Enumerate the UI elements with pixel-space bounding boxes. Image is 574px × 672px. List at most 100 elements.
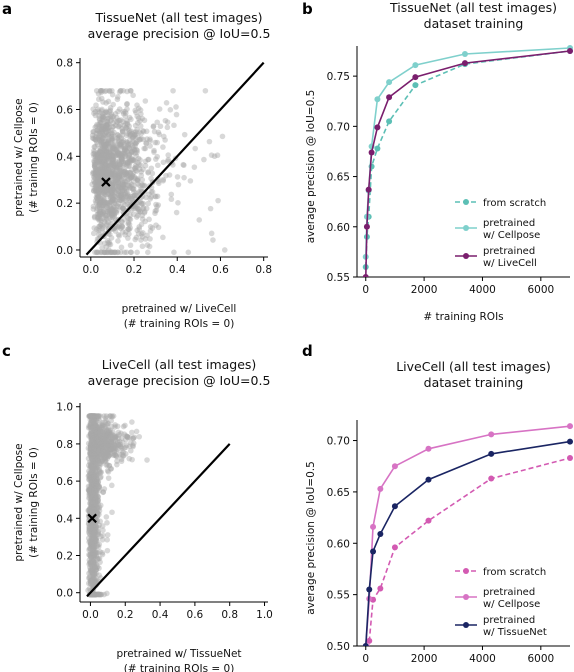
scatter-point (87, 578, 94, 584)
scatter-point (102, 438, 108, 445)
scatter-point (91, 559, 97, 565)
scatter-point (93, 194, 100, 201)
scatter-point (100, 172, 107, 179)
scatter-point (89, 429, 96, 436)
scatter-point (92, 536, 98, 542)
scatter-point (118, 172, 125, 179)
scatter-point (92, 421, 99, 428)
scatter-point (106, 172, 112, 179)
scatter-point (117, 451, 123, 458)
scatter-point (124, 100, 130, 107)
scatter-point (93, 207, 100, 214)
scatter-point (134, 147, 141, 154)
scatter-point (116, 161, 123, 168)
scatter-point (221, 247, 228, 253)
scatter-point (117, 441, 124, 448)
scatter-point (90, 591, 96, 598)
scatter-point (101, 171, 108, 177)
scatter-point (94, 178, 101, 185)
scatter-point (98, 435, 104, 442)
scatter-point (112, 189, 119, 196)
scatter-point (103, 433, 109, 439)
scatter-point (88, 541, 95, 548)
scatter-point (110, 154, 116, 161)
scatter-point (89, 485, 95, 492)
scatter-point (92, 179, 98, 186)
scatter-point (101, 158, 107, 165)
scatter-point (109, 145, 116, 152)
scatter-point (135, 208, 142, 215)
scatter-point (107, 231, 113, 238)
scatter-point (123, 171, 130, 178)
scatter-point (90, 591, 97, 598)
scatter-point (101, 249, 108, 256)
scatter-point (90, 524, 96, 530)
y-tick-label: 0.2 (56, 551, 73, 563)
scatter-point (124, 178, 131, 184)
scatter-point (108, 446, 115, 452)
scatter-point (110, 153, 117, 160)
scatter-point (127, 169, 133, 176)
x-axis-label: (# training ROIs = 0) (124, 663, 235, 672)
scatter-point (160, 144, 166, 150)
scatter-point (91, 421, 98, 427)
scatter-point (98, 457, 105, 463)
scatter-point (136, 162, 142, 168)
legend-marker (463, 594, 469, 600)
scatter-point (96, 183, 102, 189)
scatter-point (143, 194, 149, 201)
scatter-point (206, 138, 213, 145)
scatter-point (155, 224, 162, 231)
scatter-point (85, 587, 91, 594)
scatter-point (96, 433, 102, 440)
scatter-point (87, 506, 93, 513)
scatter-point (106, 163, 113, 169)
scatter-point (91, 422, 97, 429)
scatter-point (120, 452, 127, 459)
scatter-points (85, 413, 150, 598)
scatter-point (95, 556, 102, 562)
scatter-point (91, 571, 98, 577)
scatter-point (113, 200, 119, 207)
scatter-point (103, 189, 110, 196)
scatter-point (90, 169, 97, 175)
scatter-point (135, 176, 141, 182)
scatter-point (100, 436, 107, 442)
data-point (391, 463, 398, 470)
scatter-point (149, 225, 156, 231)
scatter-point (140, 229, 146, 236)
scatter-point (94, 427, 101, 434)
scatter-point (92, 495, 98, 502)
scatter-point (114, 439, 121, 446)
scatter-point (130, 145, 137, 151)
scatter-point (87, 469, 93, 476)
scatter-point (124, 120, 131, 126)
scatter-point (98, 200, 104, 206)
scatter-point (89, 493, 95, 499)
scatter-point (117, 169, 124, 176)
scatter-point (150, 123, 157, 130)
scatter-point (116, 192, 122, 199)
scatter-point (93, 566, 100, 573)
scatter-point (100, 125, 106, 132)
scatter-point (153, 156, 159, 162)
scatter-point (114, 458, 120, 464)
scatter-point (91, 438, 97, 444)
scatter-point (115, 249, 121, 256)
scatter-point (92, 479, 99, 486)
scatter-point (111, 160, 117, 166)
scatter-point (89, 468, 96, 475)
scatter-point (85, 440, 92, 447)
scatter-point (95, 194, 102, 200)
scatter-point (92, 496, 98, 503)
scatter-point (94, 443, 101, 450)
scatter-point (98, 450, 104, 456)
scatter-point (90, 492, 96, 499)
scatter-point (104, 204, 110, 210)
scatter-point (94, 437, 101, 443)
scatter-point (87, 413, 93, 419)
scatter-point (90, 481, 97, 488)
scatter-point (92, 591, 98, 598)
scatter-point (109, 136, 116, 142)
scatter-point (92, 451, 99, 458)
